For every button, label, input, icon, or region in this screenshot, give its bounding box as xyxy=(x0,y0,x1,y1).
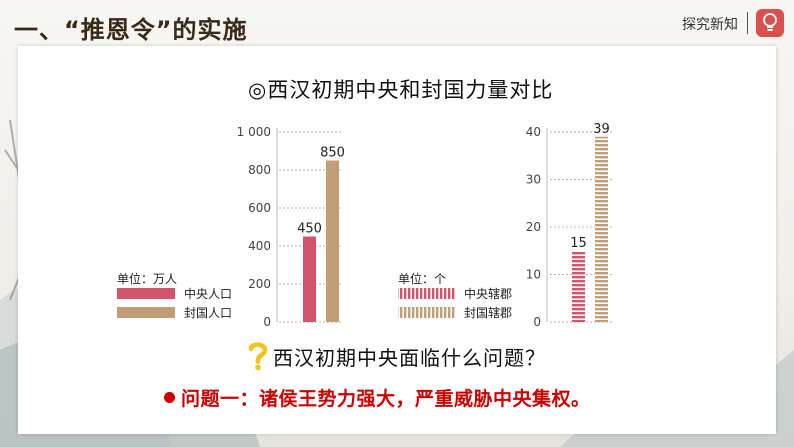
y-tick-label: 0 xyxy=(533,315,541,329)
data-label: 850 xyxy=(320,146,345,161)
legend-label: 封国辖郡 xyxy=(464,305,512,320)
y-tick-label: 600 xyxy=(248,201,271,215)
y-tick-label: 20 xyxy=(526,220,541,234)
legend-label: 中央人口 xyxy=(184,286,232,301)
divider xyxy=(747,12,748,34)
y-tick-label: 40 xyxy=(526,125,541,139)
legend-swatch xyxy=(117,307,175,318)
bar-封国辖郡 xyxy=(595,136,608,322)
data-label: 39 xyxy=(593,122,610,137)
bar-封国人口 xyxy=(326,160,339,322)
y-tick-label: 10 xyxy=(526,268,541,282)
y-tick-label: 200 xyxy=(248,277,271,291)
legend-label: 封国人口 xyxy=(184,306,232,320)
bullet-dot xyxy=(164,392,175,403)
y-tick-label: 1 000 xyxy=(237,125,271,139)
lightbulb-icon[interactable] xyxy=(756,9,784,37)
y-tick-label: 0 xyxy=(263,315,271,329)
chart-heading: ◎西汉初期中央和封国力量对比 xyxy=(248,78,554,102)
problem-line: 问题一：诸侯王势力强大，严重威胁中央集权。 xyxy=(164,384,591,411)
y-tick-label: 800 xyxy=(248,163,271,177)
unit-label: 单位：个 xyxy=(398,271,446,286)
legend-swatch xyxy=(117,288,175,299)
data-label: 450 xyxy=(297,222,322,237)
legend-swatch xyxy=(398,288,456,299)
y-tick-label: 400 xyxy=(248,239,271,253)
bar-中央辖郡 xyxy=(572,250,585,322)
legend-label: 中央辖郡 xyxy=(464,286,512,301)
data-label: 15 xyxy=(570,236,587,251)
question-mark-icon xyxy=(248,342,268,371)
page-title: 一、“推恩令”的实施 xyxy=(14,16,248,44)
bar-中央人口 xyxy=(303,236,316,322)
content-card xyxy=(18,46,776,434)
y-tick-label: 30 xyxy=(526,173,541,187)
legend-swatch xyxy=(398,307,456,318)
question-line: 西汉初期中央面临什么问题？ xyxy=(247,341,546,371)
question-text: 西汉初期中央面临什么问题？ xyxy=(273,345,546,370)
problem-text: 问题一：诸侯王势力强大，严重威胁中央集权。 xyxy=(181,388,591,410)
section-label: 探究新知 xyxy=(682,17,738,33)
unit-label: 单位：万人 xyxy=(117,271,177,286)
